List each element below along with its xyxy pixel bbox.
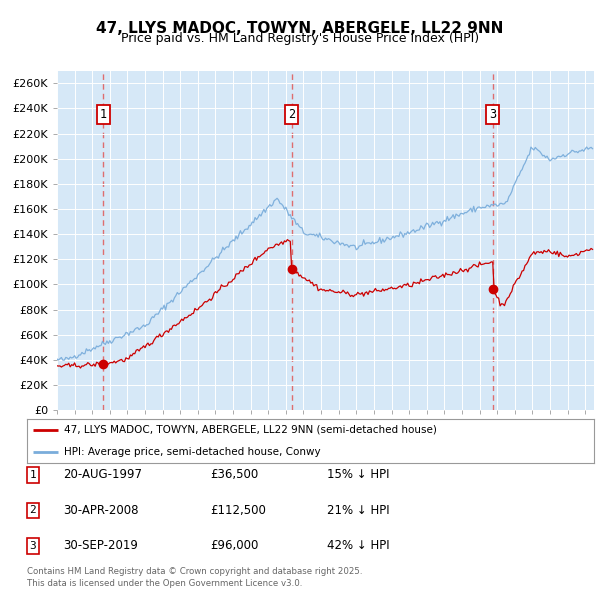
Text: £96,000: £96,000 [210, 539, 259, 552]
Text: 3: 3 [489, 109, 496, 122]
Text: 2: 2 [288, 109, 295, 122]
Text: 20-AUG-1997: 20-AUG-1997 [63, 468, 142, 481]
Text: 47, LLYS MADOC, TOWYN, ABERGELE, LL22 9NN (semi-detached house): 47, LLYS MADOC, TOWYN, ABERGELE, LL22 9N… [64, 425, 437, 435]
Text: 3: 3 [29, 541, 37, 550]
Text: 30-APR-2008: 30-APR-2008 [63, 504, 139, 517]
Text: 30-SEP-2019: 30-SEP-2019 [63, 539, 138, 552]
Text: 1: 1 [29, 470, 37, 480]
Text: £36,500: £36,500 [210, 468, 258, 481]
Text: 15% ↓ HPI: 15% ↓ HPI [327, 468, 389, 481]
Text: HPI: Average price, semi-detached house, Conwy: HPI: Average price, semi-detached house,… [64, 447, 320, 457]
Text: £112,500: £112,500 [210, 504, 266, 517]
Text: 47, LLYS MADOC, TOWYN, ABERGELE, LL22 9NN: 47, LLYS MADOC, TOWYN, ABERGELE, LL22 9N… [97, 21, 503, 35]
Text: 1: 1 [100, 109, 107, 122]
Text: Price paid vs. HM Land Registry's House Price Index (HPI): Price paid vs. HM Land Registry's House … [121, 32, 479, 45]
Text: Contains HM Land Registry data © Crown copyright and database right 2025.
This d: Contains HM Land Registry data © Crown c… [27, 567, 362, 588]
Text: 42% ↓ HPI: 42% ↓ HPI [327, 539, 389, 552]
Text: 2: 2 [29, 506, 37, 515]
Text: 21% ↓ HPI: 21% ↓ HPI [327, 504, 389, 517]
